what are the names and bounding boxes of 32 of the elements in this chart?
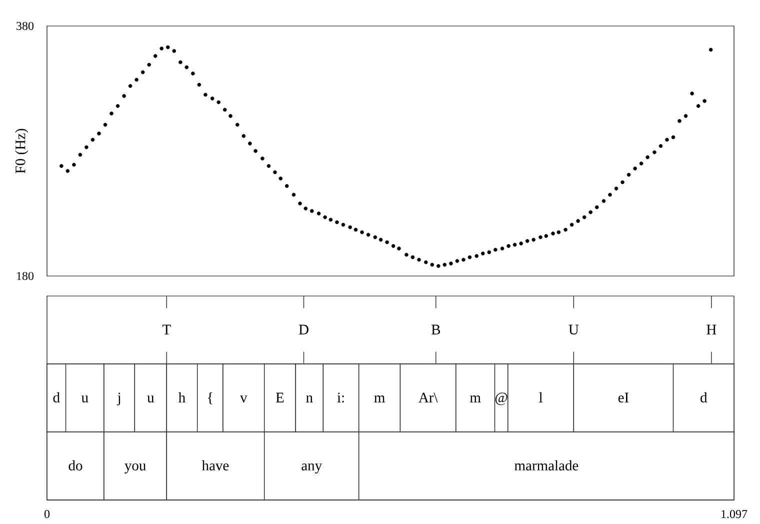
series-label: @ <box>495 392 508 406</box>
y-tick-label: 180 <box>17 272 34 280</box>
ref-line-label: D <box>298 324 308 334</box>
series-label: d <box>700 392 708 402</box>
series-label: have <box>202 460 229 470</box>
series-label: any <box>302 463 322 474</box>
ref-line-label: B <box>431 324 440 334</box>
series-label: E <box>276 392 284 402</box>
y-tick-label: 380 <box>16 22 34 30</box>
series-label: i: <box>337 392 344 403</box>
series-label: m <box>374 395 385 402</box>
series-label: h <box>178 392 186 402</box>
ref-line-label: H <box>706 324 716 334</box>
x-tick-label: 0 <box>44 510 50 518</box>
series-label: d <box>53 392 60 402</box>
series-label: u <box>81 396 88 402</box>
series-label: do <box>68 460 82 470</box>
series-label: u <box>147 396 154 402</box>
series-label: v <box>240 396 248 402</box>
series-label: { <box>208 392 212 404</box>
series-label: you <box>124 463 146 474</box>
series-label: l <box>539 392 543 402</box>
series-label: Ar\ <box>418 392 438 402</box>
y-axis-title: F0 (Hz) <box>15 128 28 174</box>
ref-line-label: T <box>162 324 171 334</box>
series-label: marmalade <box>514 460 578 470</box>
series-label: eI <box>618 392 629 402</box>
series-label: j <box>116 392 120 406</box>
x-tick-label: 1.097 <box>722 510 748 518</box>
series-label: m <box>470 395 481 402</box>
ref-line-label: U <box>568 324 579 334</box>
series-label: n <box>306 395 313 402</box>
